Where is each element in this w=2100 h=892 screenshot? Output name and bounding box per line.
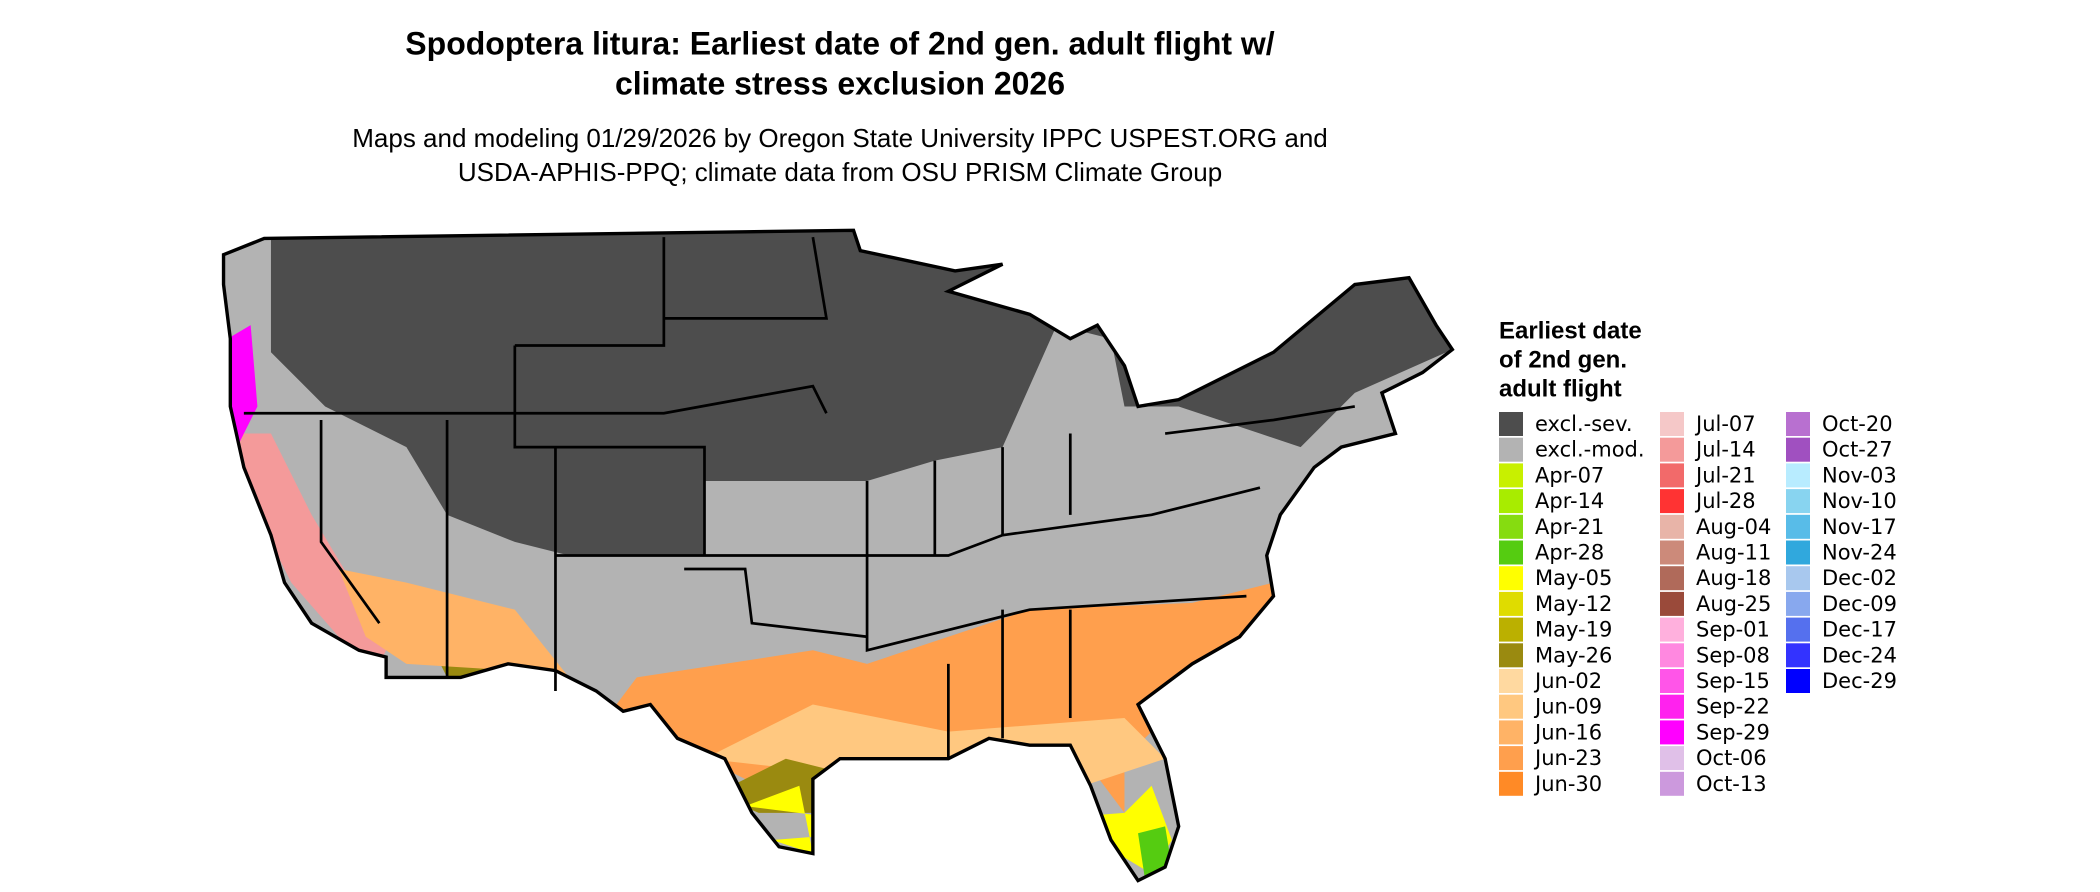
subtitle-line: Maps and modeling 01/29/2026 by Oregon S… xyxy=(352,123,1328,153)
legend-label: Jul-21 xyxy=(1694,463,1756,487)
legend-swatch xyxy=(1660,463,1684,488)
legend-swatch xyxy=(1660,771,1684,796)
legend-label: Apr-14 xyxy=(1535,489,1604,513)
legend-label: excl.-sev. xyxy=(1535,412,1633,436)
legend-label: Sep-22 xyxy=(1696,695,1770,719)
title-line: climate stress exclusion 2026 xyxy=(615,65,1065,101)
legend-swatch xyxy=(1499,771,1523,796)
legend-swatch xyxy=(1660,514,1684,539)
legend-label: Jun-16 xyxy=(1533,720,1602,744)
legend-label: Aug-04 xyxy=(1696,515,1771,539)
legend-swatch xyxy=(1499,412,1523,436)
legend-label: May-05 xyxy=(1535,566,1612,590)
legend-swatch xyxy=(1786,463,1810,488)
legend-swatch xyxy=(1786,566,1810,591)
legend-title-line: adult flight xyxy=(1499,375,1622,402)
legend-swatch xyxy=(1499,746,1523,771)
legend-swatch xyxy=(1499,617,1523,642)
legend-label: Dec-24 xyxy=(1822,643,1897,667)
subtitle-line: USDA-APHIS-PPQ; climate data from OSU PR… xyxy=(458,157,1222,187)
legend-label: Aug-18 xyxy=(1696,566,1771,590)
legend-swatch xyxy=(1660,412,1684,436)
legend-swatch xyxy=(1499,720,1523,745)
legend-label: Jul-28 xyxy=(1694,489,1756,513)
legend-swatch xyxy=(1660,746,1684,771)
legend-label: Nov-03 xyxy=(1822,463,1897,487)
legend-swatch xyxy=(1660,694,1684,719)
legend-swatch xyxy=(1499,437,1523,462)
legend-label: Oct-27 xyxy=(1822,438,1893,462)
legend-label: Nov-24 xyxy=(1822,541,1897,565)
legend-label: Jul-07 xyxy=(1694,412,1756,436)
legend-swatch xyxy=(1786,489,1810,514)
legend-swatch xyxy=(1660,566,1684,591)
legend-swatch xyxy=(1660,669,1684,693)
legend-label: Sep-29 xyxy=(1696,720,1770,744)
legend-label: Oct-20 xyxy=(1822,412,1893,436)
legend-swatch xyxy=(1499,643,1523,668)
legend-swatch xyxy=(1786,437,1810,462)
legend-label: Sep-01 xyxy=(1696,618,1770,642)
legend-label: excl.-mod. xyxy=(1535,438,1645,462)
legend-label: Sep-08 xyxy=(1696,643,1770,667)
legend: excl.-sev.excl.-mod.Apr-07Apr-14Apr-21Ap… xyxy=(1499,412,1897,796)
legend-label: Jun-09 xyxy=(1533,695,1602,719)
legend-label: Jun-23 xyxy=(1533,746,1602,770)
legend-label: May-19 xyxy=(1535,618,1612,642)
legend-label: Apr-07 xyxy=(1535,463,1604,487)
legend-label: May-12 xyxy=(1535,592,1612,616)
legend-label: Apr-28 xyxy=(1535,541,1604,565)
title-line: Spodoptera litura: Earliest date of 2nd … xyxy=(405,25,1275,61)
legend-swatch xyxy=(1786,643,1810,668)
legend-swatch xyxy=(1786,669,1810,693)
legend-label: Aug-25 xyxy=(1696,592,1771,616)
map xyxy=(221,228,1455,883)
legend-label: Apr-21 xyxy=(1535,515,1604,539)
legend-label: Aug-11 xyxy=(1696,541,1771,565)
legend-label: Jul-14 xyxy=(1694,438,1756,462)
legend-label: Dec-09 xyxy=(1822,592,1897,616)
legend-label: Oct-06 xyxy=(1696,746,1767,770)
legend-label: Dec-17 xyxy=(1822,618,1897,642)
legend-swatch xyxy=(1499,669,1523,693)
legend-swatch xyxy=(1660,643,1684,668)
legend-label: Nov-17 xyxy=(1822,515,1897,539)
legend-title-line: Earliest date xyxy=(1499,317,1642,344)
legend-swatch xyxy=(1660,437,1684,462)
legend-swatch xyxy=(1660,720,1684,745)
legend-label: Jun-02 xyxy=(1533,669,1602,693)
legend-label: May-26 xyxy=(1535,643,1612,667)
legend-swatch xyxy=(1499,514,1523,539)
legend-label: Dec-29 xyxy=(1822,669,1897,693)
legend-swatch xyxy=(1499,463,1523,488)
legend-label: Oct-13 xyxy=(1696,772,1767,796)
legend-swatch xyxy=(1499,591,1523,616)
legend-swatch xyxy=(1499,694,1523,719)
legend-swatch xyxy=(1660,617,1684,642)
legend-swatch xyxy=(1786,514,1810,539)
legend-swatch xyxy=(1786,412,1810,436)
legend-swatch xyxy=(1499,566,1523,591)
legend-swatch xyxy=(1499,540,1523,565)
legend-swatch xyxy=(1786,540,1810,565)
legend-swatch xyxy=(1660,489,1684,514)
legend-swatch xyxy=(1660,540,1684,565)
legend-label: Sep-15 xyxy=(1696,669,1770,693)
legend-swatch xyxy=(1499,489,1523,514)
legend-label: Dec-02 xyxy=(1822,566,1897,590)
legend-swatch xyxy=(1660,591,1684,616)
legend-title-line: of 2nd gen. xyxy=(1499,346,1627,373)
legend-label: Jun-30 xyxy=(1533,772,1602,796)
legend-swatch xyxy=(1786,617,1810,642)
legend-swatch xyxy=(1786,591,1810,616)
legend-label: Nov-10 xyxy=(1822,489,1897,513)
